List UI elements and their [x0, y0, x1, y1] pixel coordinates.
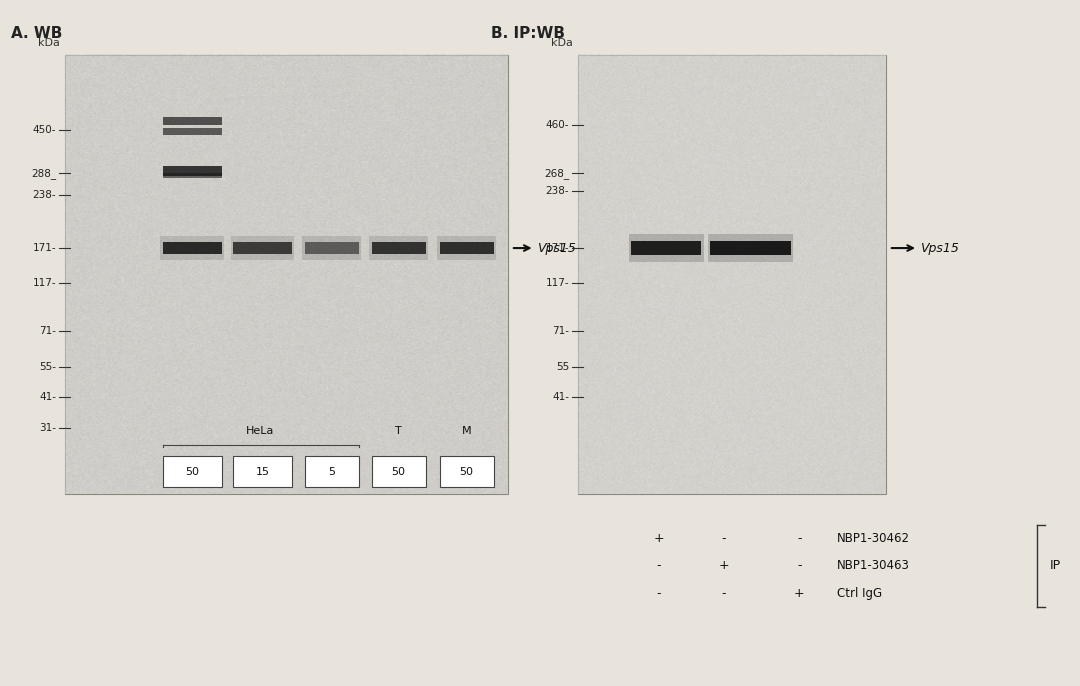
Text: M: M [462, 425, 471, 436]
Bar [162, 128, 222, 135]
Text: 238-: 238- [32, 191, 56, 200]
Text: 50: 50 [460, 466, 473, 477]
Text: -: - [657, 560, 661, 572]
Text: +: + [653, 532, 664, 545]
Text: 238-: 238- [545, 186, 569, 196]
Text: IP: IP [1050, 560, 1061, 572]
Text: 5: 5 [328, 466, 335, 477]
Text: Ctrl IgG: Ctrl IgG [837, 587, 882, 600]
Text: NBP1-30463: NBP1-30463 [837, 560, 909, 572]
Bar [231, 236, 294, 261]
Bar [631, 241, 702, 255]
Text: A. WB: A. WB [11, 26, 63, 41]
Bar [160, 236, 225, 261]
Bar [305, 456, 359, 487]
Text: 171-: 171- [545, 243, 569, 253]
Text: 117-: 117- [32, 279, 56, 288]
Text: 71-: 71- [39, 327, 56, 336]
Text: 117-: 117- [545, 279, 569, 288]
Bar [711, 241, 791, 255]
Text: +: + [718, 560, 729, 572]
Text: -: - [721, 587, 726, 600]
Text: +: + [794, 587, 805, 600]
Text: kDa: kDa [551, 38, 572, 48]
Text: 55-: 55- [39, 362, 56, 372]
Bar [369, 236, 428, 261]
Text: -: - [797, 532, 801, 545]
Bar [65, 55, 508, 494]
Text: 50: 50 [186, 466, 199, 477]
Bar [440, 242, 494, 255]
Text: HeLa: HeLa [246, 425, 274, 436]
Text: 55: 55 [556, 362, 569, 372]
Bar [372, 456, 426, 487]
Text: Vps15: Vps15 [920, 241, 959, 255]
Text: B. IP:WB: B. IP:WB [491, 26, 566, 41]
Text: NBP1-30462: NBP1-30462 [837, 532, 910, 545]
Bar [629, 235, 704, 262]
Bar [372, 242, 426, 255]
Bar [578, 55, 886, 494]
Bar [162, 117, 222, 125]
Text: 15: 15 [256, 466, 269, 477]
Bar [162, 167, 222, 176]
Bar [437, 236, 496, 261]
Text: 41-: 41- [552, 392, 569, 402]
Text: kDa: kDa [38, 38, 59, 48]
Bar [302, 236, 361, 261]
Bar [233, 456, 293, 487]
Text: -: - [657, 587, 661, 600]
Bar [305, 242, 359, 255]
Text: 41-: 41- [39, 392, 56, 402]
Text: 71-: 71- [552, 327, 569, 336]
Bar [162, 173, 222, 178]
Bar [162, 242, 222, 255]
Text: 450-: 450- [32, 125, 56, 134]
Text: 460-: 460- [545, 120, 569, 130]
Bar [162, 456, 222, 487]
Bar [233, 242, 293, 255]
Text: 50: 50 [392, 466, 405, 477]
Text: -: - [797, 560, 801, 572]
Text: 288_: 288_ [31, 168, 56, 179]
Text: T: T [395, 425, 402, 436]
Text: 171-: 171- [32, 243, 56, 253]
Bar [708, 235, 793, 262]
Text: Vps15: Vps15 [537, 241, 576, 255]
Text: -: - [721, 532, 726, 545]
Text: 31-: 31- [39, 423, 56, 433]
Text: 268_: 268_ [544, 168, 569, 179]
Bar [440, 456, 494, 487]
